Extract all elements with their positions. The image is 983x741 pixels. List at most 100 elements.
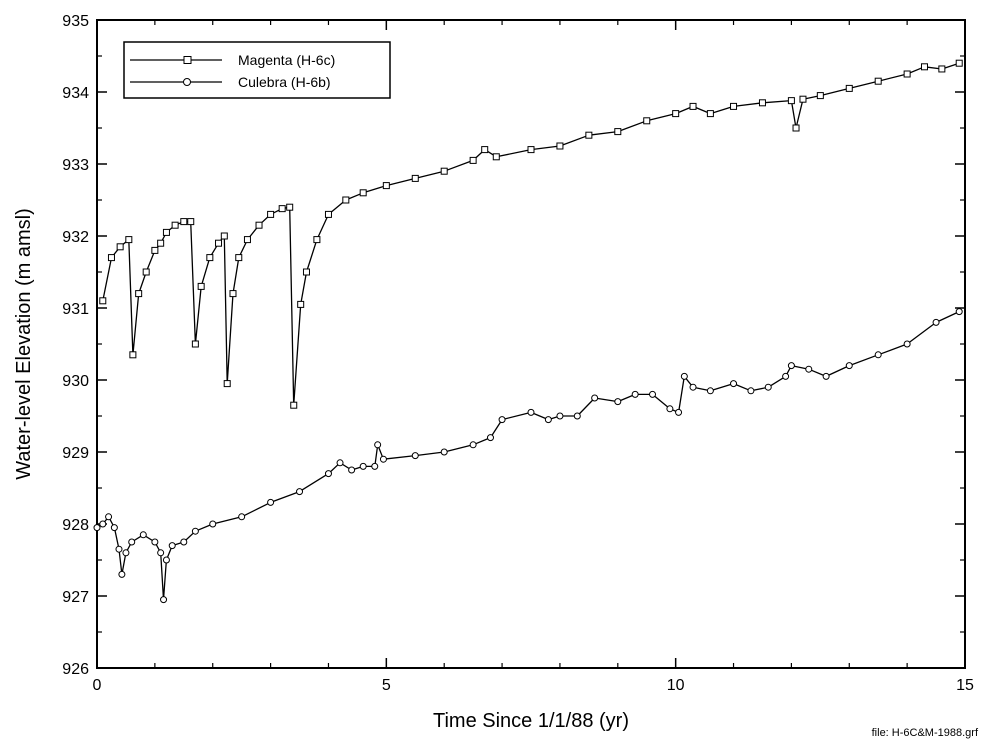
data-point <box>706 110 714 118</box>
data-point <box>336 459 344 467</box>
series-0 <box>99 59 963 409</box>
data-point <box>151 246 159 254</box>
data-point <box>139 531 147 539</box>
data-point <box>342 196 350 204</box>
data-point <box>440 448 448 456</box>
data-point <box>585 131 593 139</box>
axis-ticks <box>96 19 966 669</box>
data-point <box>527 146 535 154</box>
data-point <box>128 538 136 546</box>
data-point <box>799 95 807 103</box>
data-point <box>481 146 489 154</box>
file-label: file: H-6C&M-1988.grf <box>872 727 979 739</box>
data-point <box>125 236 133 244</box>
data-point <box>845 84 853 92</box>
data-point <box>706 387 714 395</box>
data-point <box>267 210 275 218</box>
data-point <box>313 236 321 244</box>
data-point <box>556 412 564 420</box>
data-point <box>297 300 305 308</box>
data-point <box>235 254 243 262</box>
x-tick-label: 0 <box>93 677 102 694</box>
data-point <box>157 239 165 247</box>
y-tick-label: 930 <box>62 373 89 390</box>
data-point <box>180 218 188 226</box>
data-point <box>486 434 494 442</box>
data-point <box>209 520 217 528</box>
data-point <box>105 513 113 521</box>
data-point <box>348 466 356 474</box>
plot-frame <box>96 19 966 669</box>
y-tick-label: 927 <box>62 589 89 606</box>
series-1 <box>93 308 963 604</box>
data-point <box>649 390 657 398</box>
data-point <box>374 441 382 449</box>
data-point <box>110 524 118 532</box>
legend-box <box>123 41 391 99</box>
data-point <box>666 405 674 413</box>
x-axis-title: Time Since 1/1/88 (yr) <box>433 710 629 732</box>
data-point <box>359 189 367 197</box>
data-point <box>955 59 963 67</box>
data-point <box>220 232 228 240</box>
series-line <box>102 62 960 406</box>
data-point <box>730 380 738 388</box>
legend-marker-magenta <box>183 56 192 64</box>
data-point <box>498 416 506 424</box>
data-point <box>544 416 552 424</box>
data-point <box>157 549 165 557</box>
data-point <box>135 290 143 298</box>
data-point <box>382 182 390 190</box>
data-point <box>191 340 199 348</box>
data-point <box>162 228 170 236</box>
data-point <box>116 243 124 251</box>
data-point <box>324 470 332 478</box>
data-point <box>238 513 246 521</box>
x-tick-label: 10 <box>667 677 685 694</box>
data-point <box>93 524 101 532</box>
data-point <box>115 545 123 553</box>
data-point <box>243 236 251 244</box>
data-point <box>527 408 535 416</box>
data-point <box>215 239 223 247</box>
y-tick-label: 931 <box>62 301 89 318</box>
data-point <box>938 65 946 73</box>
data-point <box>129 351 137 359</box>
data-point <box>782 372 790 380</box>
data-point <box>845 362 853 370</box>
data-point <box>371 462 379 470</box>
series-layer <box>93 59 963 604</box>
x-tick-label: 15 <box>956 677 974 694</box>
data-point <box>747 387 755 395</box>
y-tick-label: 926 <box>62 661 89 678</box>
legend: Magenta (H-6c) Culebra (H-6b) <box>123 41 391 99</box>
data-point <box>440 167 448 175</box>
data-point <box>118 570 126 578</box>
data-point <box>197 282 205 290</box>
data-point <box>171 221 179 229</box>
data-point <box>290 401 298 409</box>
data-point <box>805 365 813 373</box>
data-point <box>286 203 294 211</box>
data-point <box>689 383 697 391</box>
data-point <box>816 92 824 100</box>
data-point <box>151 538 159 546</box>
x-tick-label: 5 <box>382 677 391 694</box>
y-tick-label: 928 <box>62 517 89 534</box>
data-point <box>758 99 766 107</box>
data-point <box>591 394 599 402</box>
data-point <box>187 218 195 226</box>
legend-label-culebra: Culebra (H-6b) <box>238 74 331 90</box>
legend-marker-culebra <box>183 78 191 86</box>
data-point <box>631 390 639 398</box>
data-point <box>302 268 310 276</box>
legend-label-magenta: Magenta (H-6c) <box>238 52 335 68</box>
data-point <box>267 498 275 506</box>
data-point <box>99 297 107 305</box>
data-point <box>229 290 237 298</box>
data-point <box>730 102 738 110</box>
y-tick-label: 934 <box>62 85 89 102</box>
data-point <box>296 488 304 496</box>
data-point <box>792 124 800 132</box>
